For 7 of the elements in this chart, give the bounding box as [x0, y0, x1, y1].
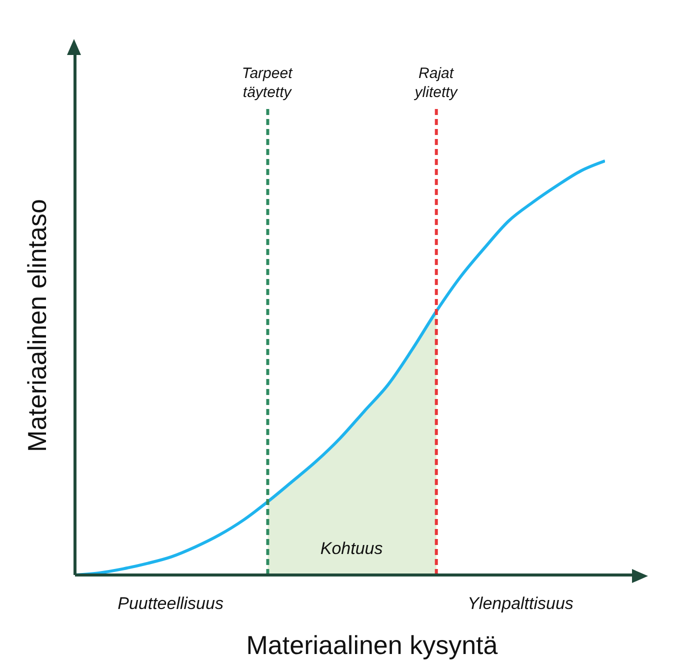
y-axis-title: Materiaalinen elintaso — [22, 199, 52, 452]
x-axis-title: Materiaalinen kysyntä — [246, 630, 498, 660]
text: Ylenpalttisuus — [468, 594, 574, 613]
text: Rajat ylitetty — [414, 65, 459, 102]
text: Tarpeet täytetty — [242, 65, 294, 102]
series-label: Kohtuus — [320, 539, 384, 558]
text: Puutteellisuus — [118, 594, 224, 613]
